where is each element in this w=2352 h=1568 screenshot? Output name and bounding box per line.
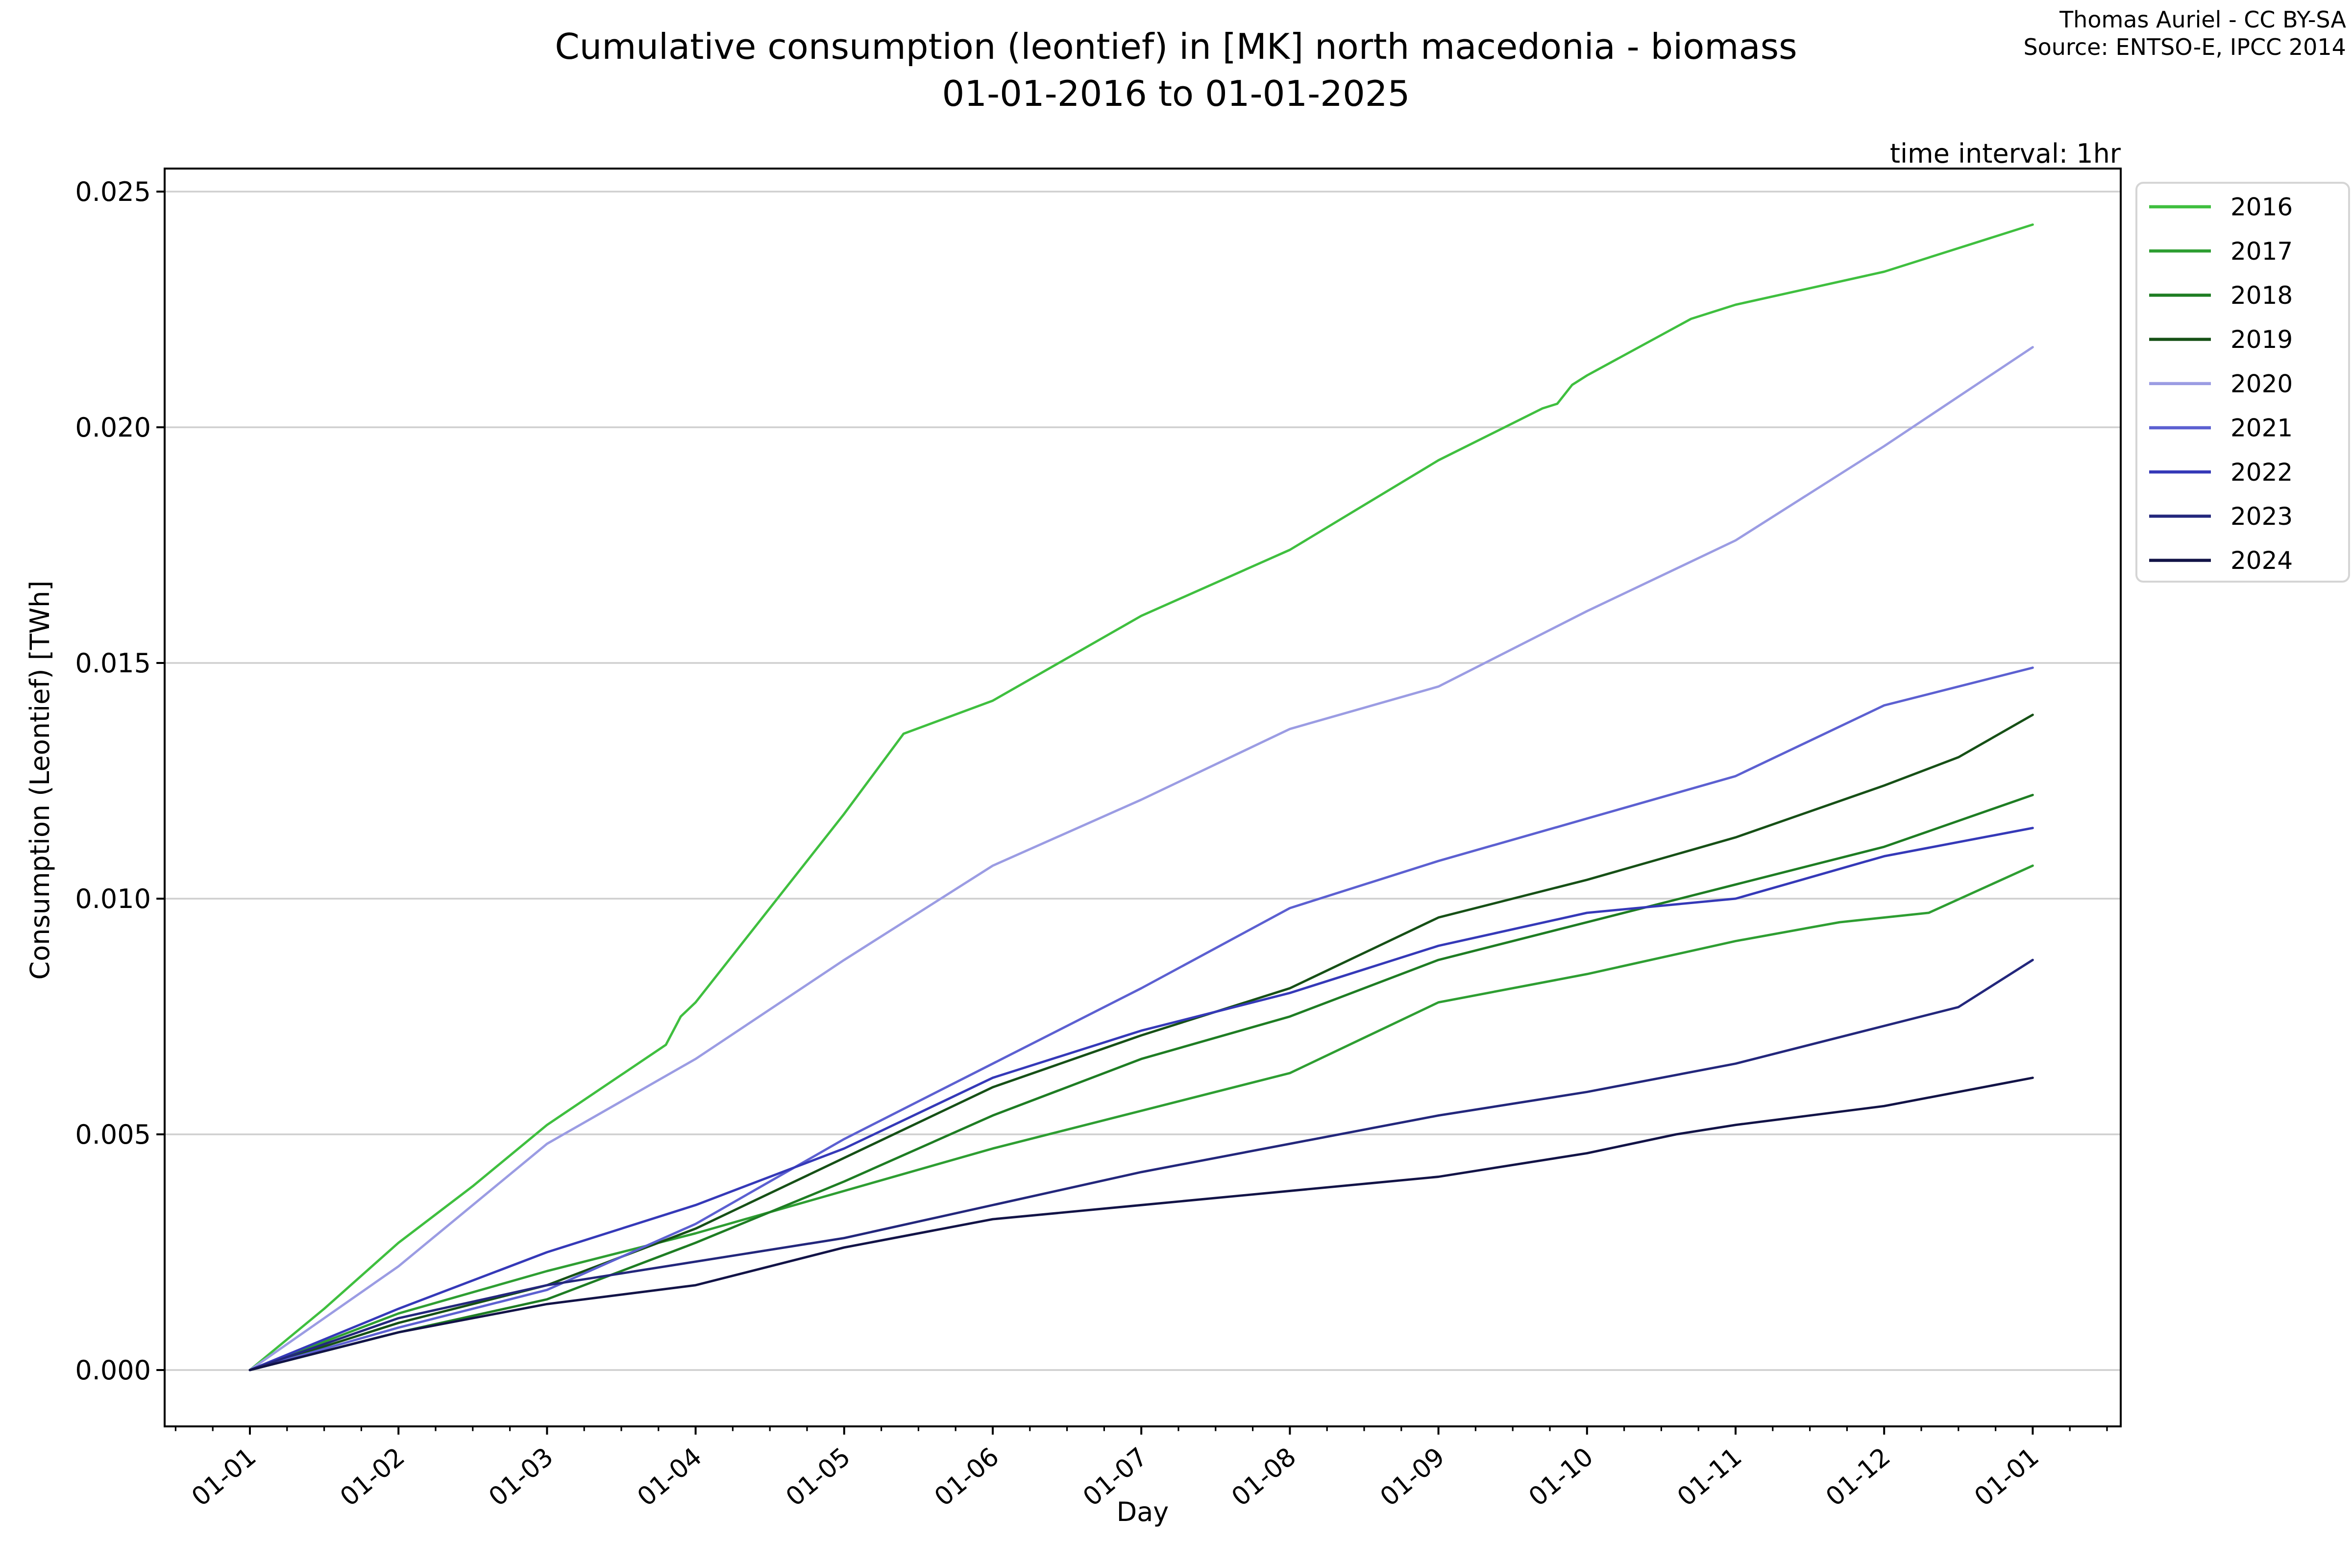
- legend-label-2021: 2021: [2230, 414, 2293, 442]
- y-tick-label: 0.000: [75, 1355, 151, 1386]
- x-tick-label: 01-01: [1969, 1442, 2044, 1512]
- legend-label-2017: 2017: [2230, 237, 2293, 266]
- chart-title: Cumulative consumption (leontief) in [MK…: [0, 25, 2352, 118]
- x-tick-label: 01-09: [1375, 1442, 1450, 1512]
- series-line-2019: [248, 713, 2034, 1372]
- legend-box: [2135, 182, 2350, 583]
- attribution: Thomas Auriel - CC BY-SA Source: ENTSO-E…: [2023, 6, 2346, 61]
- plot-border: [164, 168, 2122, 1427]
- attribution-author: Thomas Auriel - CC BY-SA: [2059, 6, 2346, 33]
- x-tick-label: 01-03: [483, 1442, 559, 1512]
- x-tick-label: 01-08: [1226, 1442, 1301, 1512]
- x-tick-label: 01-12: [1820, 1442, 1896, 1512]
- legend-label-2022: 2022: [2230, 458, 2293, 487]
- legend-label-2018: 2018: [2230, 281, 2293, 310]
- series-line-2018: [248, 793, 2034, 1372]
- legend-label-2024: 2024: [2230, 546, 2293, 575]
- legend-label-2020: 2020: [2230, 369, 2293, 398]
- attribution-source: Source: ENTSO-E, IPCC 2014: [2023, 33, 2346, 61]
- x-tick-label: 01-05: [781, 1442, 856, 1512]
- chart-title-line1: Cumulative consumption (leontief) in [MK…: [555, 27, 1797, 69]
- x-tick-label: 01-02: [335, 1442, 410, 1512]
- series-line-2016: [248, 223, 2034, 1372]
- y-tick-label: 0.025: [75, 176, 151, 207]
- x-tick-label: 01-10: [1523, 1442, 1599, 1512]
- series-line-2023: [248, 958, 2034, 1372]
- legend-label-2019: 2019: [2230, 325, 2293, 354]
- x-tick-label: 01-01: [186, 1442, 262, 1512]
- series-line-2017: [248, 864, 2034, 1372]
- series-line-2022: [248, 827, 2034, 1372]
- legend-label-2023: 2023: [2230, 502, 2293, 531]
- x-tick-label: 01-06: [929, 1442, 1004, 1512]
- x-tick-label: 01-07: [1078, 1442, 1153, 1512]
- legend-label-2016: 2016: [2230, 193, 2293, 221]
- y-tick-label: 0.015: [75, 648, 151, 679]
- y-tick-label: 0.010: [75, 883, 151, 914]
- series-line-2021: [248, 666, 2034, 1372]
- y-tick-label: 0.005: [75, 1119, 151, 1150]
- chart-title-line2: 01-01-2016 to 01-01-2025: [942, 74, 1410, 115]
- x-tick-label: 01-04: [632, 1442, 708, 1512]
- y-tick-label: 0.020: [75, 412, 151, 443]
- time-interval-note: time interval: 1hr: [1889, 139, 2121, 171]
- series-line-2024: [248, 1077, 2034, 1372]
- x-tick-label: 01-11: [1672, 1442, 1747, 1512]
- series-line-2020: [248, 346, 2034, 1372]
- x-axis-title: Day: [1116, 1497, 1169, 1529]
